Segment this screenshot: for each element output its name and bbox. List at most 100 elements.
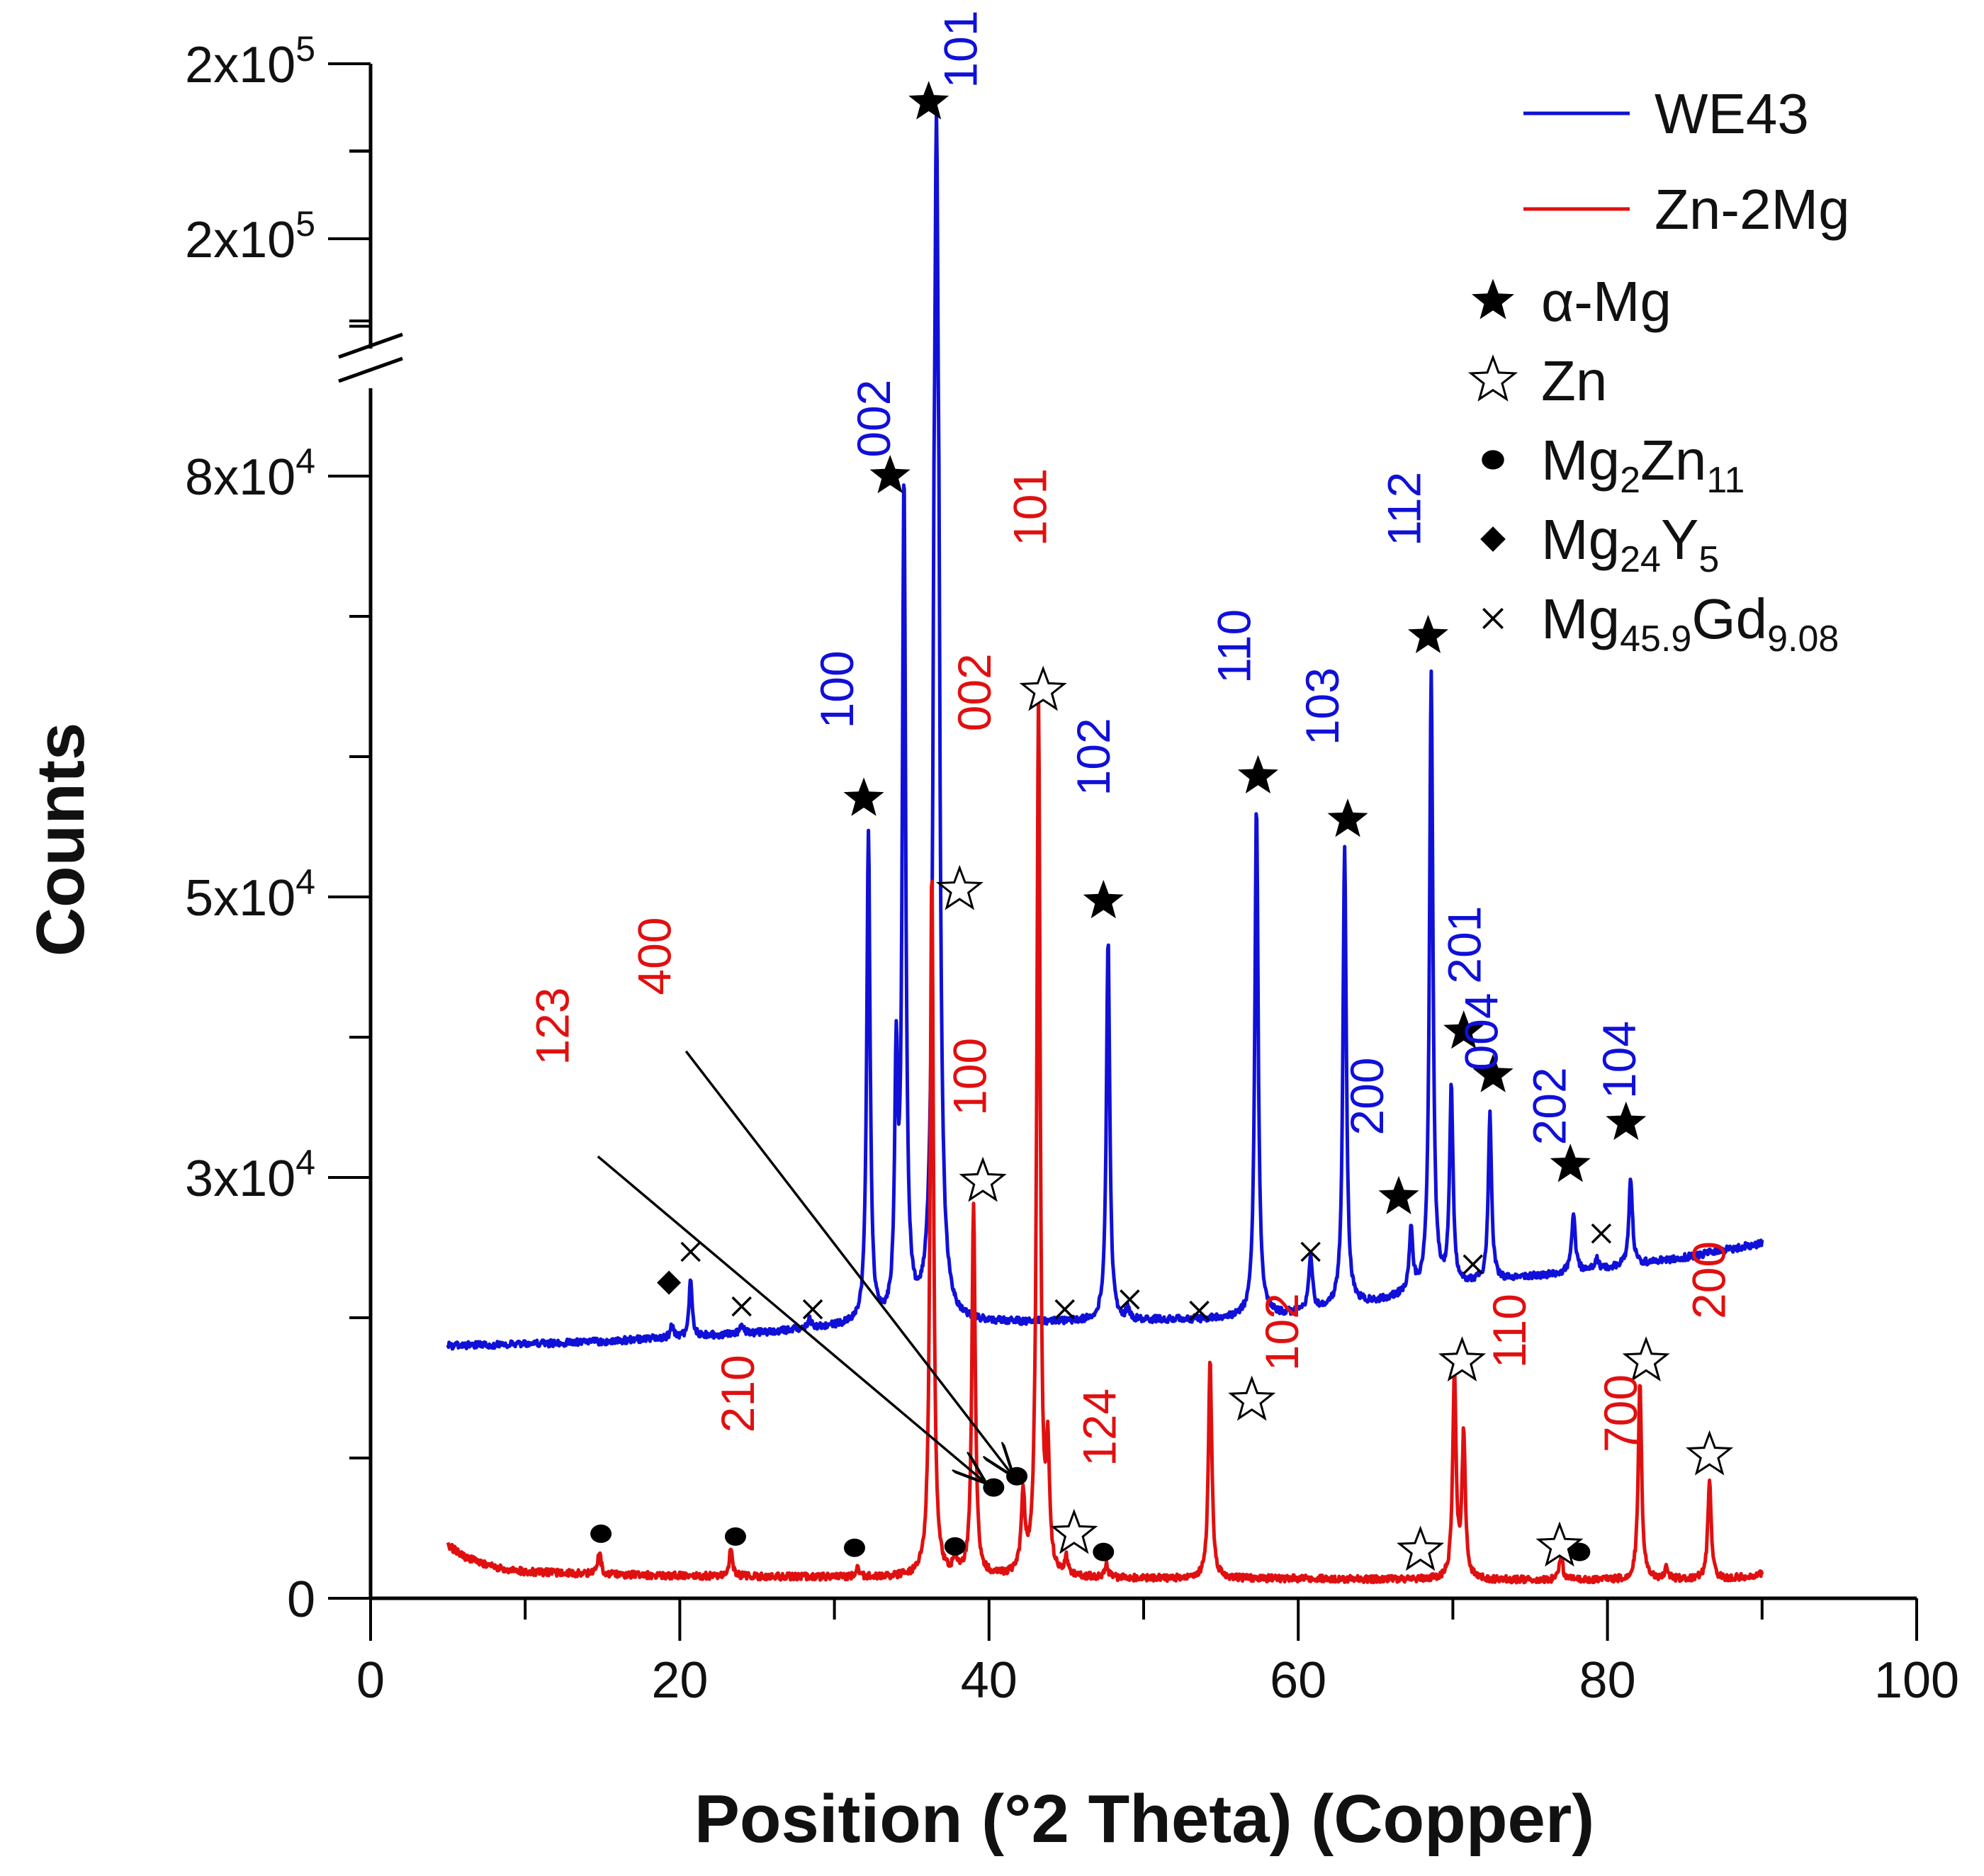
peak-labels: 100 002 101 102 110 103 112 200 201 004 202 104 101 0… — [526, 10, 1735, 1466]
zn-open-star-marker — [1228, 1375, 1276, 1421]
peak-label-we43: 100 — [811, 650, 863, 728]
peak-label-zn-2mg: 400 — [628, 917, 680, 995]
x-tick-label: 100 — [1874, 1652, 1959, 1709]
peak-label-we43: 104 — [1593, 1021, 1645, 1099]
mg45gd9-cross-marker — [1300, 1241, 1321, 1262]
y-tick-label-base: 2x10 — [185, 37, 295, 94]
legend-label-zn-2mg: Zn-2Mg — [1655, 178, 1850, 241]
x-tick-label: 40 — [961, 1652, 1018, 1709]
y-tick-label: 2x105 — [185, 29, 315, 94]
legend-phase-text: α-Mg — [1541, 270, 1672, 333]
y-tick-label-base: 2x10 — [185, 212, 295, 269]
peak-label-zn-2mg: 101 — [1004, 468, 1056, 546]
y-tick-label-exponent: 5 — [295, 29, 315, 69]
mg2zn11-dot-marker — [843, 1538, 865, 1557]
mg45gd9-cross-marker — [680, 1241, 701, 1262]
alpha-mg-star-marker — [908, 81, 949, 120]
zn-open-star-marker — [1622, 1336, 1670, 1381]
peak-label-zn-2mg: 100 — [943, 1038, 996, 1116]
mg2zn11-dot-marker — [1482, 450, 1504, 470]
legend-phase-label: Mg45.9Gd9.08 — [1541, 587, 1839, 660]
alpha-mg-star-marker — [1606, 1101, 1647, 1141]
alpha-mg-star-marker — [1443, 1010, 1484, 1049]
mg45gd9-cross-marker — [731, 1296, 752, 1317]
legend-phase-subscript: 5 — [1698, 539, 1719, 580]
peak-label-zn-2mg: 124 — [1073, 1389, 1126, 1467]
mg2zn11-dot-marker — [983, 1478, 1005, 1497]
mg45gd9-cross-marker — [1189, 1300, 1210, 1321]
zn-open-star-marker — [1467, 354, 1518, 402]
alpha-mg-star-marker — [869, 455, 911, 494]
zn-open-star-marker — [1535, 1521, 1584, 1567]
y-tick-label-base: 0 — [287, 1571, 315, 1628]
peak-label-we43: 004 — [1455, 993, 1508, 1070]
y-tick-label: 8x104 — [185, 441, 315, 506]
peak-label-we43: 112 — [1378, 472, 1431, 546]
peak-label-we43: 102 — [1067, 718, 1120, 796]
peak-label-zn-2mg: 700 — [1594, 1374, 1647, 1452]
legend-phase-label: α-Mg — [1541, 270, 1672, 333]
x-axis-title: Position (°2 Theta) (Copper) — [694, 1781, 1594, 1857]
alpha-mg-star-marker — [1378, 1175, 1419, 1214]
peak-label-zn-2mg: 002 — [948, 653, 1001, 731]
alpha-mg-star-marker — [1472, 1053, 1514, 1092]
zn-open-star-marker — [1686, 1430, 1734, 1476]
legend-phase-subscript: 45.9 — [1620, 618, 1691, 660]
axis-break-mark — [338, 356, 403, 383]
legend-phase-text: Y — [1661, 508, 1698, 571]
zn-open-star-marker — [1438, 1336, 1487, 1381]
zn-open-star-marker — [1050, 1508, 1098, 1554]
y-tick-label-exponent: 4 — [295, 862, 315, 902]
legend-phase-subscript: 11 — [1706, 460, 1745, 501]
mg24y5-diamond-marker — [657, 1270, 682, 1295]
peak-label-we43: 201 — [1438, 906, 1491, 984]
peak-label-we43: 002 — [847, 380, 900, 458]
annotation-arrow — [684, 1050, 1012, 1475]
peak-label-zn-2mg: 102 — [1256, 1293, 1308, 1371]
peak-label-we43: 110 — [1208, 609, 1261, 684]
peak-label-we43: 200 — [1341, 1057, 1393, 1135]
y-tick-label-exponent: 4 — [295, 441, 315, 481]
legend-phase-label: Zn — [1541, 349, 1607, 412]
y-tick-label: 3x104 — [185, 1143, 315, 1207]
y-tick-label-base: 3x10 — [185, 1151, 295, 1207]
legend: WE43Zn-2Mgα-MgZnMg2Zn11Mg24Y5Mg45.9Gd9.0… — [1467, 82, 1850, 660]
mg2zn11-dot-marker — [590, 1524, 612, 1543]
annotation-arrows — [597, 1050, 1013, 1482]
peak-label-we43: 101 — [934, 10, 986, 88]
series-lines — [446, 109, 1764, 1585]
series-line-zn-2mg — [446, 691, 1764, 1585]
legend-phase-label: Mg24Y5 — [1541, 508, 1719, 580]
axis-break-mark — [338, 332, 403, 359]
legend-phase-text: Zn — [1541, 349, 1607, 412]
legend-phase-text: Gd — [1691, 587, 1767, 650]
legend-phase-subscript: 9.08 — [1767, 618, 1839, 660]
series-line-we43 — [446, 109, 1764, 1351]
y-tick-label: 2x105 — [185, 204, 315, 269]
peak-label-we43: 202 — [1523, 1067, 1576, 1145]
alpha-mg-star-marker — [1327, 798, 1368, 837]
zn-open-star-marker — [1397, 1525, 1445, 1571]
mg45gd9-cross-marker — [1120, 1289, 1140, 1310]
legend-label-we43: WE43 — [1655, 82, 1809, 145]
mg45gd9-cross-marker — [1482, 608, 1504, 629]
mg2zn11-dot-marker — [724, 1527, 746, 1546]
legend-phase-label: Mg2Zn11 — [1541, 429, 1745, 501]
legend-phase-text: Mg — [1541, 587, 1620, 650]
peak-label-we43: 103 — [1296, 667, 1348, 745]
mg45gd9-cross-marker — [1462, 1254, 1484, 1275]
zn-open-star-marker — [959, 1156, 1007, 1202]
alpha-mg-star-marker — [1472, 278, 1514, 320]
legend-phase-text: Zn — [1640, 429, 1706, 492]
alpha-mg-star-marker — [1550, 1143, 1591, 1182]
x-tick-label: 20 — [651, 1652, 708, 1709]
y-tick-label-base: 5x10 — [185, 870, 295, 927]
mg45gd9-cross-marker — [1591, 1223, 1612, 1244]
y-tick-label-base: 8x10 — [185, 449, 295, 506]
zn-open-star-marker — [1019, 665, 1067, 711]
y-tick-label-exponent: 4 — [295, 1143, 315, 1182]
legend-phase-subscript: 24 — [1620, 539, 1661, 580]
peak-label-zn-2mg: 200 — [1682, 1241, 1735, 1319]
